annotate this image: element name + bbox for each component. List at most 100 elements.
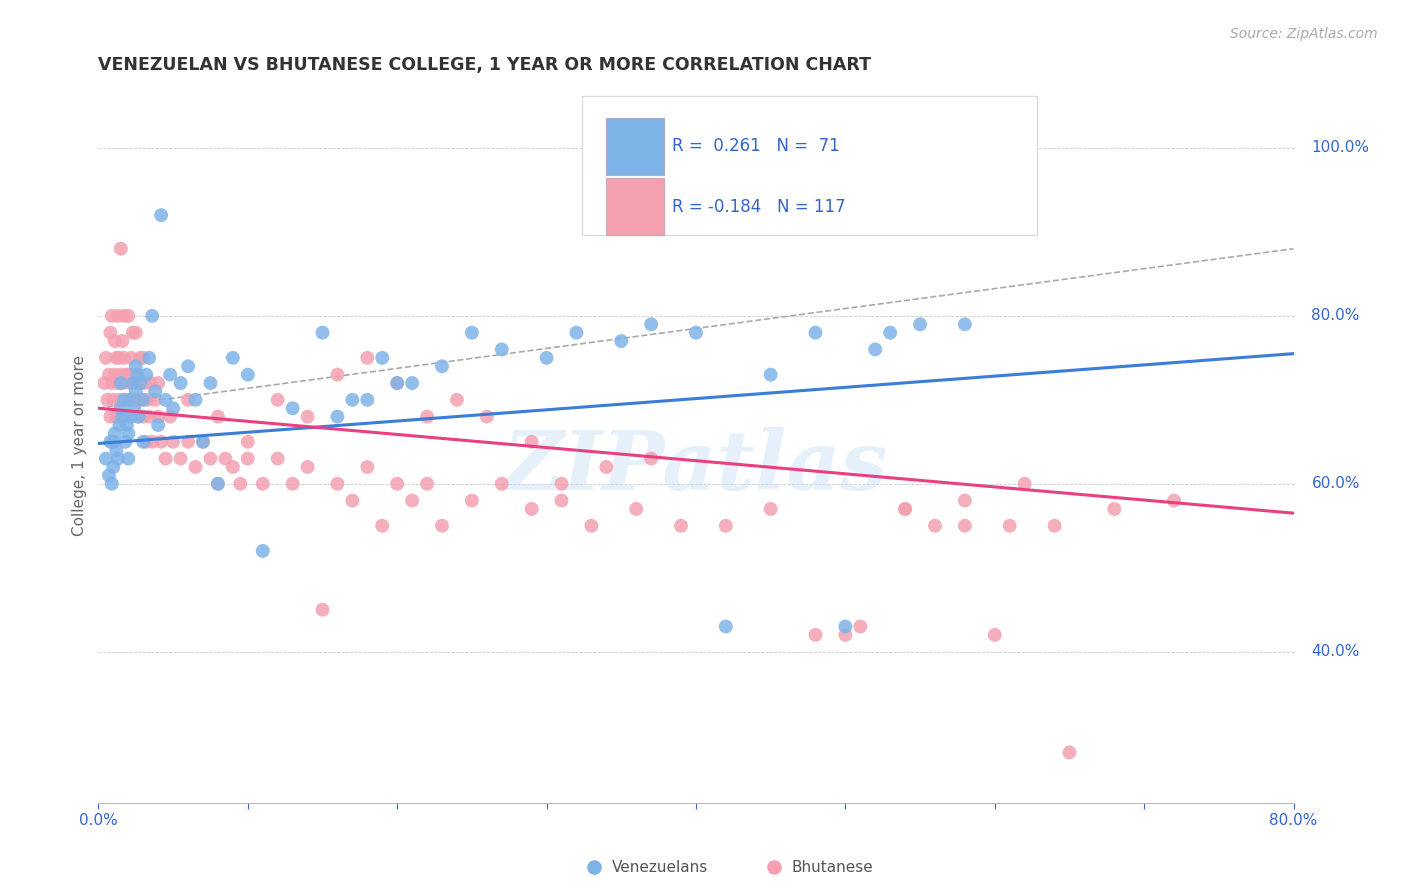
Point	[111, 409, 134, 424]
Point	[132, 351, 155, 365]
Point	[120, 409, 142, 424]
Point	[416, 409, 439, 424]
Point	[139, 376, 162, 390]
Point	[110, 401, 132, 416]
Point	[94, 351, 117, 365]
Point	[953, 518, 976, 533]
Point	[115, 392, 138, 407]
Point	[177, 359, 200, 374]
Point	[953, 493, 976, 508]
Point	[120, 351, 142, 365]
Point	[520, 502, 543, 516]
Point	[141, 434, 163, 449]
Point	[132, 392, 155, 407]
FancyBboxPatch shape	[606, 118, 664, 175]
Point	[326, 409, 349, 424]
Point	[207, 476, 229, 491]
Point	[446, 392, 468, 407]
Point	[155, 392, 177, 407]
Point	[110, 242, 132, 256]
Point	[924, 518, 946, 533]
Point	[114, 434, 136, 449]
Point	[669, 518, 692, 533]
Point	[342, 392, 364, 407]
Point	[169, 451, 191, 466]
Y-axis label: College, 1 year or more: College, 1 year or more	[72, 356, 87, 536]
Point	[103, 434, 125, 449]
Point	[416, 476, 439, 491]
Point	[97, 468, 120, 483]
Point	[385, 476, 409, 491]
Text: R =  0.261   N =  71: R = 0.261 N = 71	[672, 137, 839, 155]
Point	[117, 309, 139, 323]
Point	[267, 451, 290, 466]
Point	[640, 318, 662, 332]
Point	[281, 401, 304, 416]
Text: 100.0%: 100.0%	[1312, 140, 1369, 155]
Point	[138, 409, 160, 424]
Point	[104, 368, 127, 382]
Point	[297, 409, 319, 424]
Point	[127, 368, 149, 382]
Point	[143, 384, 166, 399]
Point	[714, 518, 737, 533]
Point	[475, 409, 498, 424]
Point	[96, 392, 118, 407]
Point	[107, 451, 129, 466]
Point	[983, 628, 1005, 642]
Point	[129, 351, 152, 365]
Point	[118, 376, 141, 390]
Point	[117, 368, 139, 382]
Point	[98, 326, 122, 340]
Point	[169, 376, 191, 390]
Point	[159, 409, 181, 424]
Point	[107, 376, 129, 390]
Point	[191, 434, 214, 449]
Point	[550, 476, 572, 491]
Point	[138, 351, 160, 365]
FancyBboxPatch shape	[606, 178, 664, 235]
Point	[385, 376, 409, 390]
Point	[101, 376, 124, 390]
Text: 60.0%: 60.0%	[1312, 476, 1360, 491]
Point	[184, 392, 207, 407]
Point	[121, 326, 143, 340]
Point	[326, 368, 349, 382]
Point	[112, 351, 135, 365]
Point	[311, 326, 333, 340]
Point	[98, 409, 122, 424]
Point	[141, 309, 163, 323]
Point	[114, 368, 136, 382]
Point	[124, 401, 146, 416]
Point	[135, 368, 157, 382]
Point	[371, 351, 394, 365]
Point	[94, 451, 117, 466]
Point	[804, 326, 827, 340]
Point	[105, 409, 128, 424]
Point	[132, 434, 155, 449]
Point	[107, 309, 129, 323]
Text: Source: ZipAtlas.com: Source: ZipAtlas.com	[1230, 27, 1378, 41]
Point	[150, 434, 173, 449]
Point	[714, 619, 737, 633]
Point	[125, 326, 148, 340]
Point	[430, 359, 453, 374]
Point	[111, 334, 134, 348]
Point	[159, 368, 181, 382]
Text: Bhutanese: Bhutanese	[792, 860, 873, 874]
Text: 80.0%: 80.0%	[1312, 309, 1360, 324]
Point	[177, 434, 200, 449]
Point	[200, 376, 222, 390]
Point	[491, 343, 513, 357]
Point	[124, 368, 146, 382]
Point	[108, 392, 131, 407]
Text: Venezuelans: Venezuelans	[612, 860, 709, 874]
Point	[685, 326, 707, 340]
Point	[148, 376, 170, 390]
Point	[491, 476, 513, 491]
Point	[865, 343, 887, 357]
Point	[834, 619, 856, 633]
Point	[97, 368, 120, 382]
Point	[356, 351, 378, 365]
Point	[252, 476, 274, 491]
